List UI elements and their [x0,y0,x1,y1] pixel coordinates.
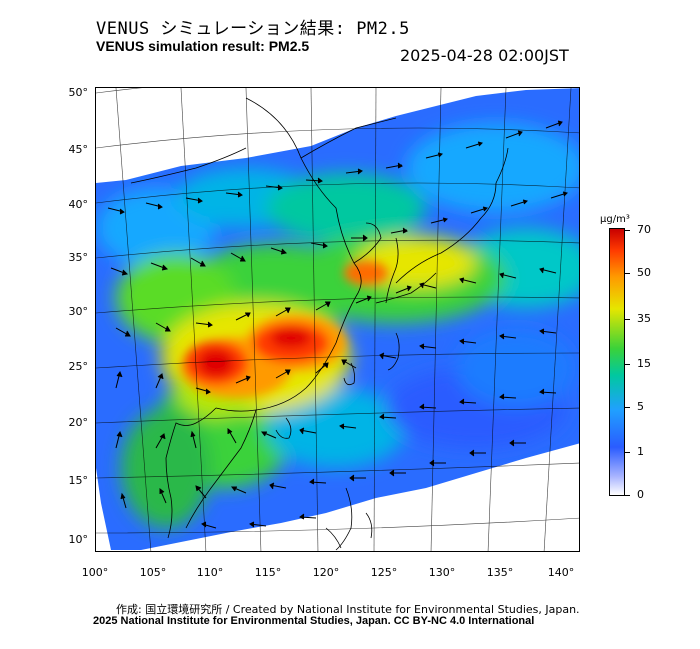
map-canvas [96,88,579,551]
pm25-map [95,87,580,552]
colorbar-tick-mark [625,230,630,231]
colorbar-tick-15: 15 [637,357,651,370]
title-english: VENUS simulation result: PM2.5 [96,38,310,54]
colorbar-tick-mark [625,364,630,365]
colorbar-tick-mark [625,407,630,408]
colorbar-tick-0: 0 [637,488,644,501]
colorbar-tick-1: 1 [637,445,644,458]
license-line: 2025 National Institute for Environmenta… [93,615,535,627]
lat-label-50: 50° [68,86,89,99]
credit-line: 作成: 国立環境研究所 / Created by National Instit… [116,603,580,616]
lat-label-45: 45° [68,143,89,156]
colorbar-tick-mark [625,319,630,320]
lon-label-140: 140° [547,566,575,579]
lon-label-135: 135° [486,566,514,579]
lon-label-130: 130° [428,566,456,579]
lon-label-120: 120° [312,566,340,579]
colorbar-unit: µg/m³ [600,214,630,225]
wind-vectors [107,120,568,529]
lon-label-100: 100° [81,566,109,579]
colorbar-tick-mark [625,452,630,453]
lat-label-35: 35° [68,251,89,264]
colorbar-tick-35: 35 [637,312,651,325]
lat-label-40: 40° [68,198,89,211]
colorbar-tick-70: 70 [637,223,651,236]
coastlines [130,97,509,551]
lat-label-15: 15° [68,474,89,487]
lat-label-30: 30° [68,305,89,318]
lon-label-115: 115° [254,566,282,579]
colorbar-tick-mark [625,273,630,274]
colorbar-tick-mark [625,495,630,496]
lat-label-10: 10° [68,533,89,546]
lat-label-25: 25° [68,360,89,373]
colorbar-tick-50: 50 [637,266,651,279]
graticule [96,88,579,551]
lon-label-105: 105° [139,566,167,579]
colorbar [609,228,625,496]
title-japanese: VENUS シミュレーション結果: PM2.5 [96,19,410,39]
lat-label-20: 20° [68,416,89,429]
concentration-field [96,88,579,550]
lon-label-110: 110° [196,566,224,579]
lon-label-125: 125° [370,566,398,579]
colorbar-tick-5: 5 [637,400,644,413]
timestamp: 2025-04-28 02:00JST [400,46,569,65]
